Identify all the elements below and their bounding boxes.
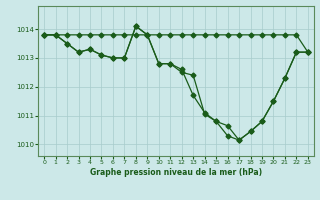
X-axis label: Graphe pression niveau de la mer (hPa): Graphe pression niveau de la mer (hPa) — [90, 168, 262, 177]
